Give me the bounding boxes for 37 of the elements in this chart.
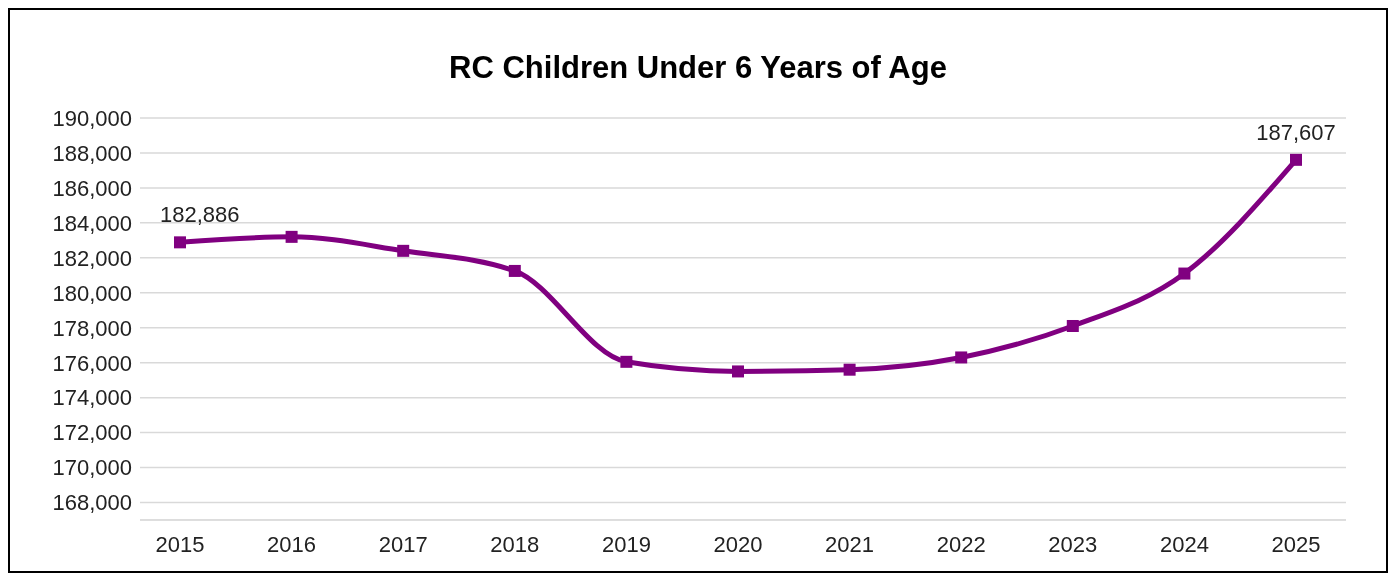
point bbox=[508, 264, 521, 277]
y-tick-label: 186,000 bbox=[52, 175, 132, 201]
point bbox=[843, 363, 856, 376]
x-tick-label: 2018 bbox=[490, 531, 540, 557]
y-tick-label: 190,000 bbox=[52, 105, 132, 131]
chart-title: RC Children Under 6 Years of Age bbox=[448, 50, 948, 86]
y-tick-label: 168,000 bbox=[52, 490, 132, 516]
point bbox=[955, 351, 968, 364]
point bbox=[732, 365, 744, 378]
x-tick-label: 2024 bbox=[1159, 531, 1209, 557]
y-tick-label: 178,000 bbox=[52, 315, 132, 341]
y-tick-label: 170,000 bbox=[52, 455, 132, 481]
point bbox=[1066, 319, 1079, 332]
point bbox=[1178, 267, 1191, 280]
x-tick-label: 2025 bbox=[1271, 531, 1321, 557]
x-tick-label: 2022 bbox=[936, 531, 986, 557]
point bbox=[620, 355, 633, 368]
data-label: 187,607 bbox=[1256, 119, 1336, 145]
data-label: 182,886 bbox=[160, 202, 240, 228]
y-tick-label: 176,000 bbox=[52, 350, 132, 376]
y-tick-label: 188,000 bbox=[52, 140, 132, 166]
point bbox=[397, 244, 410, 257]
x-tick-label: 2015 bbox=[155, 531, 205, 557]
x-tick-label: 2021 bbox=[825, 531, 875, 557]
y-tick-label: 182,000 bbox=[52, 245, 132, 271]
x-tick-label: 2016 bbox=[267, 531, 317, 557]
x-tick-label: 2023 bbox=[1048, 531, 1098, 557]
y-tick-label: 184,000 bbox=[52, 210, 132, 236]
y-tick-label: 172,000 bbox=[52, 420, 132, 446]
point bbox=[1290, 153, 1302, 166]
point bbox=[174, 236, 186, 249]
x-tick-label: 2017 bbox=[378, 531, 428, 557]
y-tick-label: 174,000 bbox=[52, 385, 132, 411]
y-tick-label: 180,000 bbox=[52, 280, 132, 306]
x-tick-label: 2020 bbox=[713, 531, 763, 557]
point bbox=[285, 230, 298, 243]
x-tick-label: 2019 bbox=[601, 531, 651, 557]
